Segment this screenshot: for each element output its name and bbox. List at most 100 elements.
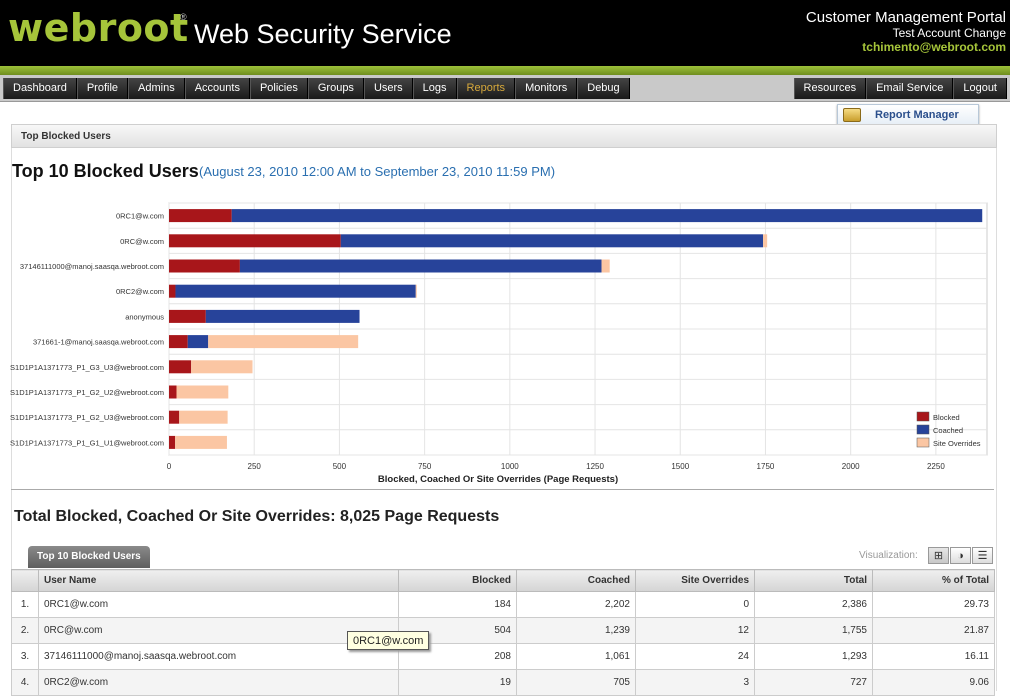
- nav-admins[interactable]: Admins: [128, 78, 185, 99]
- cell-user-name: 0RC2@w.com: [38, 669, 399, 696]
- bar-site-overrides: [175, 435, 227, 449]
- bar-site-overrides: [191, 360, 253, 374]
- cell-blocked: 184: [398, 591, 517, 618]
- breadcrumb: Top Blocked Users: [11, 124, 997, 148]
- main-nav: Dashboard Profile Admins Accounts Policies Gr…: [0, 75, 1010, 102]
- report-manager-button[interactable]: Report Manager: [837, 104, 979, 126]
- results-table: User Name Blocked Coached Site Overrides…: [11, 569, 995, 696]
- x-tick-label: 2000: [842, 462, 860, 471]
- cell-blocked: 19: [398, 669, 517, 696]
- results-table-wrap: User Name Blocked Coached Site Overrides…: [11, 569, 995, 696]
- x-axis-label: Blocked, Coached Or Site Overrides (Page…: [378, 474, 618, 485]
- col-coached[interactable]: Coached: [516, 569, 636, 592]
- row-index: 2.: [11, 617, 39, 644]
- cell-coached: 1,061: [516, 643, 636, 670]
- account-name: Test Account Change: [892, 26, 1006, 40]
- y-category-label: 0RC2@w.com: [116, 287, 164, 296]
- bar-blocked: [169, 435, 176, 449]
- product-name: Web Security Service: [194, 19, 452, 49]
- nav-resources[interactable]: Resources: [793, 78, 867, 99]
- nav-monitors[interactable]: Monitors: [515, 78, 578, 99]
- col-pct-total[interactable]: % of Total: [872, 569, 995, 592]
- header-accent-bar: [0, 66, 1010, 75]
- col-total[interactable]: Total: [754, 569, 873, 592]
- nav-logs[interactable]: Logs: [412, 78, 457, 99]
- legend-swatch: [916, 437, 930, 448]
- nav-email-service[interactable]: Email Service: [866, 78, 954, 99]
- page-title: Top 10 Blocked Users: [12, 161, 199, 181]
- bar-blocked: [169, 309, 206, 323]
- cell-site-overrides: 3: [635, 669, 755, 696]
- bar-blocked: [169, 259, 240, 273]
- cell-coached: 705: [516, 669, 636, 696]
- nav-accounts[interactable]: Accounts: [184, 78, 250, 99]
- bar-coached: [340, 234, 764, 248]
- x-tick-label: 0: [167, 462, 172, 471]
- y-category-label: 0RC@w.com: [120, 237, 164, 246]
- hover-tooltip: 0RC1@w.com: [347, 631, 430, 650]
- nav-reports[interactable]: Reports: [456, 78, 516, 99]
- report-manager-label: Report Manager: [875, 109, 959, 121]
- table-row[interactable]: 4. 0RC2@w.com 19 705 3 727 9.06: [11, 669, 995, 696]
- bar-site-overrides: [763, 234, 768, 248]
- bar-coached: [187, 335, 209, 349]
- col-site-overrides[interactable]: Site Overrides: [635, 569, 755, 592]
- table-row[interactable]: 3. 37146111000@manoj.saasqa.webroot.com 20…: [11, 643, 995, 670]
- pie-chart-icon: ◑: [957, 549, 964, 562]
- pie-view-button[interactable]: ◑: [950, 547, 971, 564]
- nav-users[interactable]: Users: [363, 78, 413, 99]
- legend-swatch: [916, 424, 930, 435]
- bar-site-overrides: [179, 410, 228, 424]
- row-index: 4.: [11, 669, 39, 696]
- legend-swatch: [916, 411, 930, 422]
- nav-logout[interactable]: Logout: [953, 78, 1007, 99]
- tab-top10-blocked-users[interactable]: Top 10 Blocked Users: [28, 546, 150, 568]
- x-tick-label: 1500: [671, 462, 689, 471]
- y-category-label: S1D1P1A1371773_P1_G2_U3@webroot.com: [10, 413, 164, 422]
- cell-pct-total: 29.73: [872, 591, 995, 618]
- registered-mark: ®: [180, 12, 187, 22]
- nav-debug[interactable]: Debug: [577, 78, 630, 99]
- col-user-name[interactable]: User Name: [38, 569, 399, 592]
- bar-site-overrides: [176, 385, 229, 399]
- webroot-logo: webroot: [8, 6, 189, 50]
- bar-coached: [231, 209, 983, 223]
- x-tick-label: 2250: [927, 462, 945, 471]
- nav-policies[interactable]: Policies: [249, 78, 308, 99]
- nav-groups[interactable]: Groups: [307, 78, 364, 99]
- x-tick-label: 1000: [501, 462, 519, 471]
- x-tick-label: 1250: [586, 462, 604, 471]
- x-tick-label: 250: [248, 462, 262, 471]
- bar-site-overrides: [415, 284, 417, 298]
- x-tick-label: 750: [418, 462, 432, 471]
- y-category-label: S1D1P1A1371773_P1_G1_U1@webroot.com: [10, 438, 164, 447]
- nav-dashboard[interactable]: Dashboard: [3, 78, 77, 99]
- y-category-label: anonymous: [125, 312, 164, 321]
- bar-coached: [205, 309, 360, 323]
- blocked-users-chart: 0 250 500 750 1000 1250 1500 1750 2000 2250 0RC1@w…: [10, 202, 988, 485]
- table-row[interactable]: 2. 0RC@w.com 504 1,239 12 1,755 21.87: [11, 617, 995, 644]
- visualization-buttons: ⊞ ◑ ☰: [928, 547, 994, 564]
- y-category-label: S1D1P1A1371773_P1_G3_U3@webroot.com: [10, 363, 164, 372]
- table-header-row: User Name Blocked Coached Site Overrides…: [11, 569, 995, 592]
- y-category-label: 371661-1@manoj.saasqa.webroot.com: [33, 338, 164, 347]
- y-category-label: 0RC1@w.com: [116, 212, 164, 221]
- cell-site-overrides: 12: [635, 617, 755, 644]
- cell-site-overrides: 24: [635, 643, 755, 670]
- report-manager-icon: [843, 108, 861, 122]
- bar-blocked: [169, 410, 180, 424]
- bar-blocked: [169, 335, 188, 349]
- col-blocked[interactable]: Blocked: [398, 569, 517, 592]
- legend-entry: Coached: [933, 426, 963, 435]
- nav-profile[interactable]: Profile: [76, 78, 129, 99]
- cell-user-name: 37146111000@manoj.saasqa.webroot.com: [38, 643, 399, 670]
- cell-blocked: 208: [398, 643, 517, 670]
- bar-view-button[interactable]: ☰: [972, 547, 993, 564]
- table-body: 1. 0RC1@w.com 184 2,202 0 2,386 29.73 2. 0RC@w.c…: [11, 591, 995, 696]
- table-row[interactable]: 1. 0RC1@w.com 184 2,202 0 2,386 29.73: [11, 591, 995, 618]
- cell-pct-total: 21.87: [872, 617, 995, 644]
- grid-view-button[interactable]: ⊞: [928, 547, 949, 564]
- bar-site-overrides: [601, 259, 610, 273]
- cell-user-name: 0RC@w.com: [38, 617, 399, 644]
- cell-total: 1,293: [754, 643, 873, 670]
